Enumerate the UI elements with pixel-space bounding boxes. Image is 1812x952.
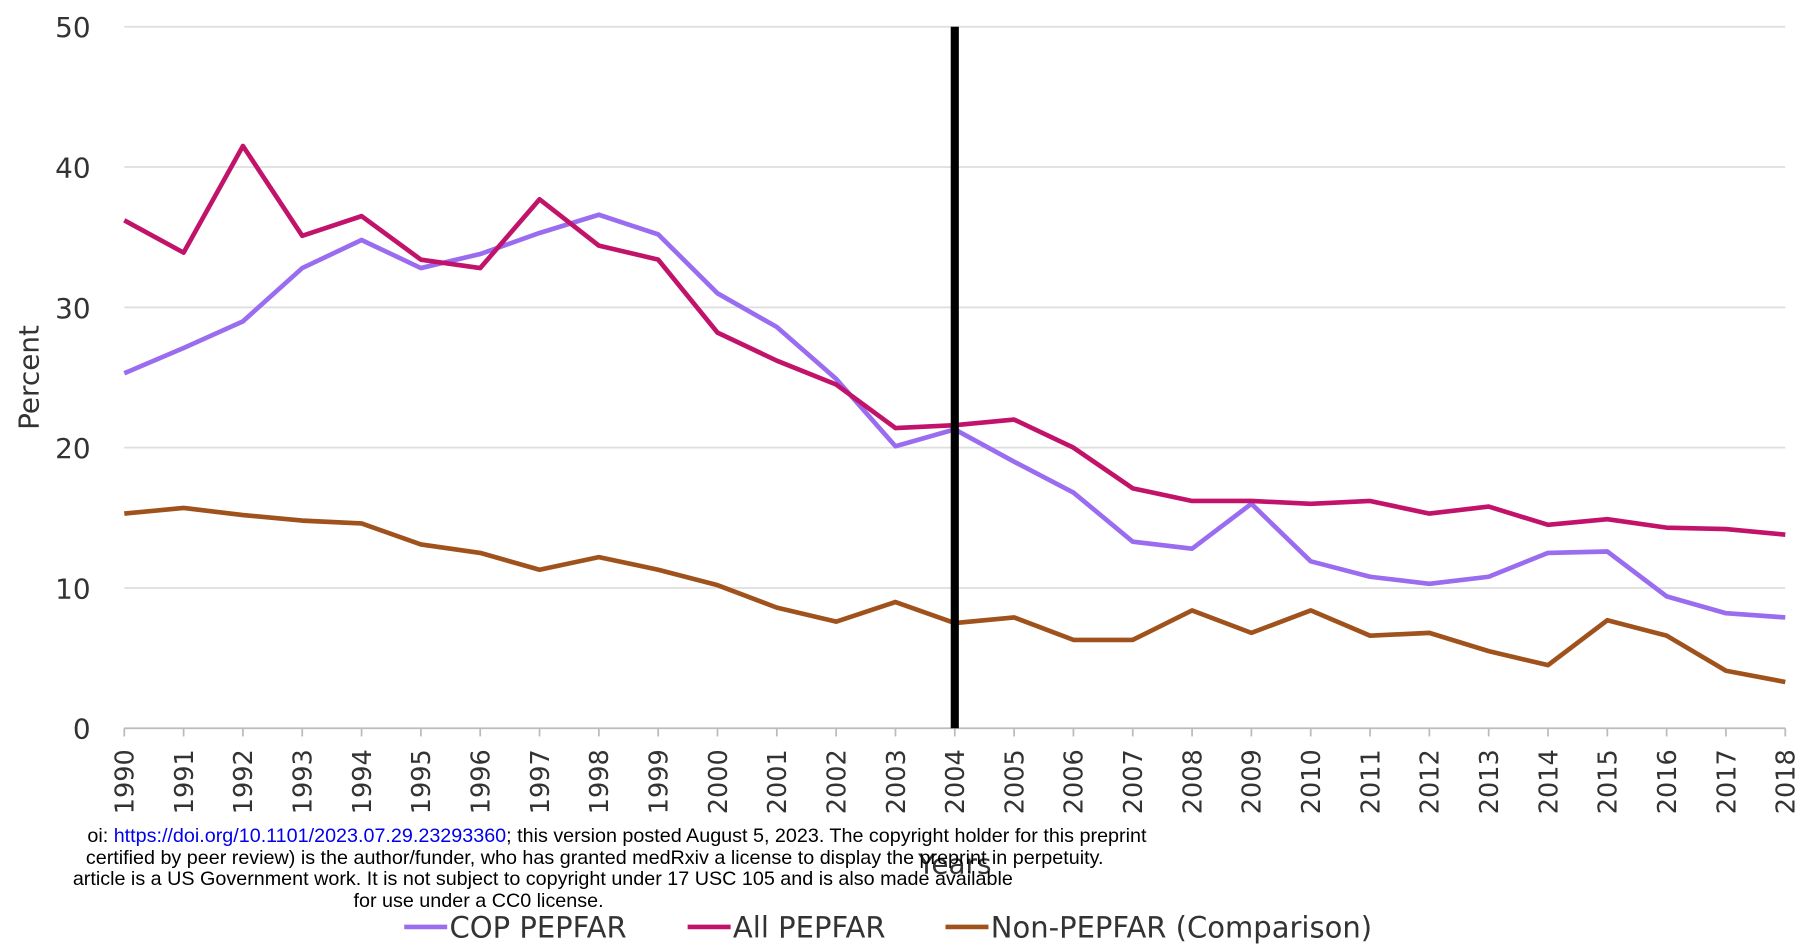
x-tick-label: 2000 <box>704 749 734 814</box>
x-tick-label: 2002 <box>822 749 852 814</box>
y-tick-label: 30 <box>55 292 90 325</box>
x-tick-label: 2011 <box>1356 749 1386 814</box>
x-axis-label: Years <box>917 847 992 880</box>
x-tick-label: 2012 <box>1416 749 1446 814</box>
legend-label: All PEPFAR <box>733 910 886 944</box>
x-tick-label: 2014 <box>1534 749 1564 814</box>
x-tick-label: 2003 <box>882 749 912 814</box>
x-tick-label: 1998 <box>585 749 615 814</box>
x-tick-label: 2010 <box>1297 749 1327 814</box>
x-tick-label: 2013 <box>1475 749 1505 814</box>
x-tick-label: 1994 <box>348 749 378 814</box>
footer-line: oi: https://doi.org/10.1101/2023.07.29.2… <box>87 825 1147 847</box>
footer-line: article is a US Government work. It is n… <box>73 868 1013 890</box>
footer: oi: https://doi.org/10.1101/2023.07.29.2… <box>73 825 1147 912</box>
plot-area: 0 10 20 30 40 50 1990 1991 1992 1993 1994 1995 1996 1… <box>55 11 1801 814</box>
x-tick-label: 2017 <box>1712 749 1742 814</box>
x-tick-label: 1997 <box>526 749 556 814</box>
x-tick-label: 1995 <box>407 749 437 814</box>
y-axis-label: Percent <box>12 325 45 430</box>
x-tick-label: 1993 <box>289 749 319 814</box>
footer-text: oi: <box>87 825 113 847</box>
x-tick-label: 1996 <box>467 749 497 814</box>
x-tick-label: 2008 <box>1178 749 1208 814</box>
footer-line: for use under a CC0 license. <box>353 890 603 912</box>
footer-line: certified by peer review) is the author/… <box>86 847 1104 869</box>
x-tick-label: 2005 <box>1000 749 1030 814</box>
legend: COP PEPFAR All PEPFAR Non-PEPFAR (Comparis… <box>404 910 1372 944</box>
x-tick-label: 2007 <box>1119 749 1149 814</box>
x-tick-label: 1999 <box>644 749 674 814</box>
legend-label: COP PEPFAR <box>450 910 627 944</box>
x-tick-label: 2001 <box>763 749 793 814</box>
y-tick-label: 0 <box>73 713 91 746</box>
x-tick-label: 2006 <box>1060 749 1090 814</box>
x-tick-label: 1990 <box>111 749 141 814</box>
x-tick-label: 2016 <box>1653 749 1683 814</box>
doi-link[interactable]: https://doi.org/10.1101/2023.07.29.23293… <box>114 825 506 847</box>
y-tick-label: 10 <box>55 572 90 605</box>
x-tick-label: 2015 <box>1594 749 1624 814</box>
x-tick-label: 2009 <box>1238 749 1268 814</box>
x-tick-label: 1992 <box>229 749 259 814</box>
footer-text: ; this version posted August 5, 2023. Th… <box>506 825 1147 847</box>
y-tick-label: 40 <box>55 151 90 184</box>
x-tick-label: 2004 <box>941 749 971 814</box>
y-tick-label: 50 <box>55 11 90 44</box>
legend-label: Non-PEPFAR (Comparison) <box>991 910 1372 944</box>
y-tick-label: 20 <box>55 432 90 465</box>
x-tick-label: 1991 <box>170 749 200 814</box>
x-tick-label: 2018 <box>1772 749 1802 814</box>
